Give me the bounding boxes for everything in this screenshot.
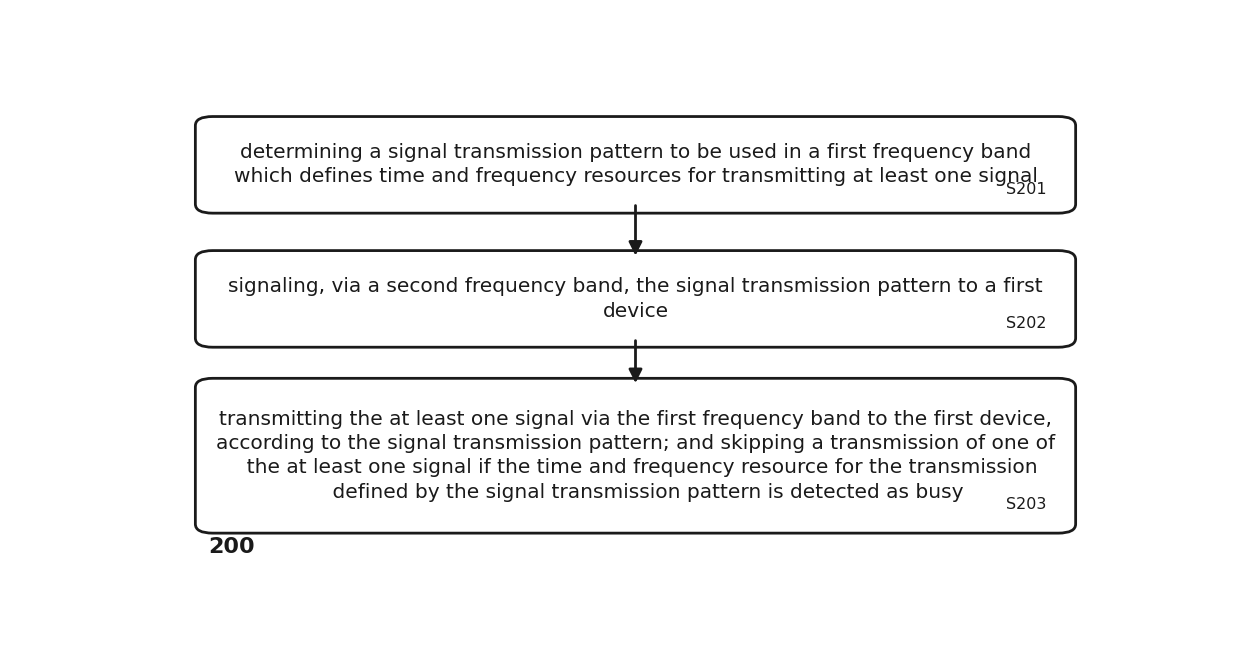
Text: which defines time and frequency resources for transmitting at least one signal: which defines time and frequency resourc… [233, 168, 1038, 187]
Text: defined by the signal transmission pattern is detected as busy: defined by the signal transmission patte… [308, 483, 963, 502]
Text: the at least one signal if the time and frequency resource for the transmission: the at least one signal if the time and … [233, 459, 1038, 478]
Text: device: device [603, 302, 668, 321]
Text: 200: 200 [208, 537, 254, 557]
Text: S202: S202 [1007, 316, 1047, 331]
Text: S201: S201 [1006, 182, 1047, 197]
Text: signaling, via a second frequency band, the signal transmission pattern to a fir: signaling, via a second frequency band, … [228, 277, 1043, 296]
FancyBboxPatch shape [196, 250, 1075, 347]
Text: determining a signal transmission pattern to be used in a first frequency band: determining a signal transmission patter… [239, 143, 1032, 162]
FancyBboxPatch shape [196, 116, 1075, 213]
Text: according to the signal transmission pattern; and skipping a transmission of one: according to the signal transmission pat… [216, 434, 1055, 453]
Text: transmitting the at least one signal via the first frequency band to the first d: transmitting the at least one signal via… [219, 410, 1052, 429]
Text: S203: S203 [1007, 497, 1047, 512]
FancyBboxPatch shape [196, 378, 1075, 533]
